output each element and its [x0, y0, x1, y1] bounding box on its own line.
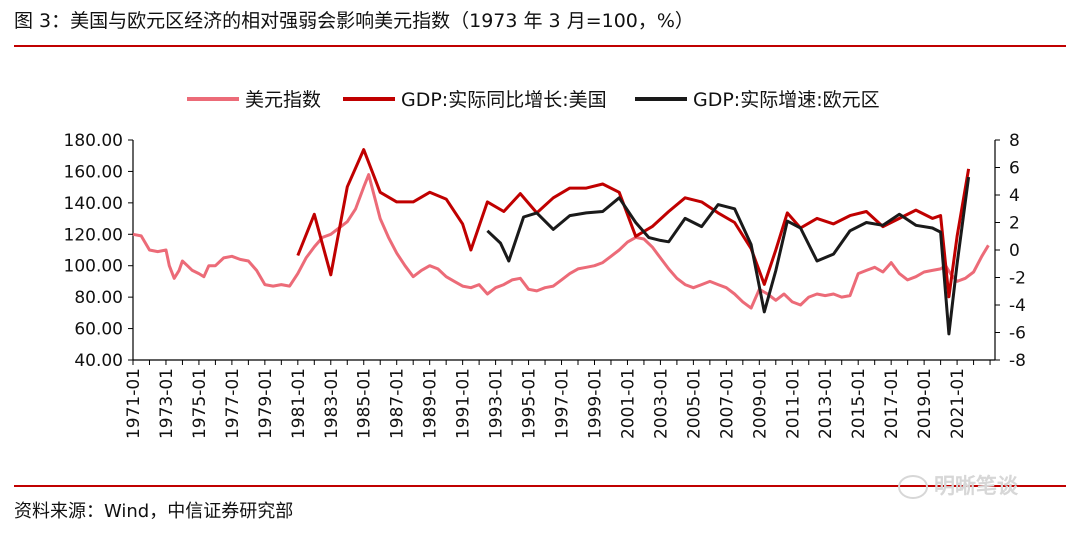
x-tick-label: 2001-01 — [618, 368, 638, 439]
y-left-tick-label: 160.00 — [64, 162, 123, 182]
x-tick-label: 1999-01 — [585, 368, 605, 439]
source-divider — [14, 485, 1066, 487]
x-tick-label: 1989-01 — [421, 368, 441, 439]
y-right-tick-label: -2 — [1009, 269, 1026, 289]
y-left-tick-label: 140.00 — [64, 194, 123, 214]
y-right-tick-label: 8 — [1009, 131, 1020, 151]
x-tick-label: 1995-01 — [520, 368, 540, 439]
x-tick-label: 2009-01 — [750, 368, 770, 439]
x-tick-label: 2007-01 — [717, 368, 737, 439]
x-tick-label: 1993-01 — [487, 368, 507, 439]
x-tick-label: 2015-01 — [849, 368, 869, 439]
y-left-tick-label: 40.00 — [74, 351, 123, 371]
y-right-tick-label: -4 — [1009, 296, 1026, 316]
chart-title: 图 3：美国与欧元区经济的相对强弱会影响美元指数（1973 年 3 月=100，… — [14, 10, 694, 32]
wechat-icon — [898, 475, 928, 499]
x-tick-label: 2003-01 — [651, 368, 671, 439]
eurozone-gdp-line — [486, 176, 971, 336]
dollar-gdp-chart: 美元指数 GDP:实际同比增长:美国 GDP:实际增速:欧元区 40.00 60.00… — [64, 89, 1026, 439]
y-left-tick-label: 120.00 — [64, 225, 123, 245]
source-note: 资料来源：Wind，中信证券研究部 — [14, 501, 294, 522]
x-tick-label: 2013-01 — [816, 368, 836, 439]
legend-label-usd-index-line: 美元指数 — [245, 89, 321, 111]
us-gdp-line — [296, 148, 971, 299]
y-right-tick-label: 2 — [1009, 214, 1020, 234]
x-tick-label: 2021-01 — [948, 368, 968, 439]
x-tick-label: 1975-01 — [190, 368, 210, 439]
x-tick-label: 1979-01 — [256, 368, 276, 439]
watermark: 明晰笔谈 — [898, 470, 1018, 500]
y-left-tick-label: 80.00 — [74, 288, 123, 308]
x-tick-label: 1981-01 — [289, 368, 309, 439]
legend-label-us-gdp-line: GDP:实际同比增长:美国 — [401, 89, 607, 111]
y-right-tick-label: 4 — [1009, 186, 1020, 206]
x-tick-label: 1991-01 — [454, 368, 474, 439]
title-divider — [14, 45, 1066, 47]
y-left-tick-label: 60.00 — [74, 320, 123, 340]
x-tick-label: 1985-01 — [355, 368, 375, 439]
y-left-tick-label: 100.00 — [64, 257, 123, 277]
plot-area: 40.00 60.00 80.00 100.00 120.00 140.00 160.00 1… — [64, 131, 1026, 439]
y-right-tick-label: -6 — [1009, 324, 1026, 344]
watermark-text: 明晰笔谈 — [934, 474, 1018, 498]
x-tick-label: 2019-01 — [915, 368, 935, 439]
x-tick-label: 1977-01 — [223, 368, 243, 439]
legend-label-eurozone-gdp-line: GDP:实际增速:欧元区 — [693, 89, 880, 111]
y-right-tick-label: 0 — [1009, 241, 1020, 261]
x-tick-label: 1971-01 — [124, 368, 144, 439]
x-tick-label: 1997-01 — [553, 368, 573, 439]
y-right-tick-label: -8 — [1009, 351, 1026, 371]
chart-legend: 美元指数 GDP:实际同比增长:美国 GDP:实际增速:欧元区 — [187, 89, 880, 111]
x-tick-label: 1987-01 — [388, 368, 408, 439]
usd-index-line — [132, 173, 990, 310]
x-tick-label: 2005-01 — [684, 368, 704, 439]
x-tick-label: 2011-01 — [783, 368, 803, 439]
y-right-tick-label: 6 — [1009, 159, 1020, 179]
x-tick-label: 1983-01 — [322, 368, 342, 439]
x-tick-label: 1973-01 — [157, 368, 177, 439]
y-left-tick-label: 180.00 — [64, 131, 123, 151]
x-tick-label: 2017-01 — [882, 368, 902, 439]
